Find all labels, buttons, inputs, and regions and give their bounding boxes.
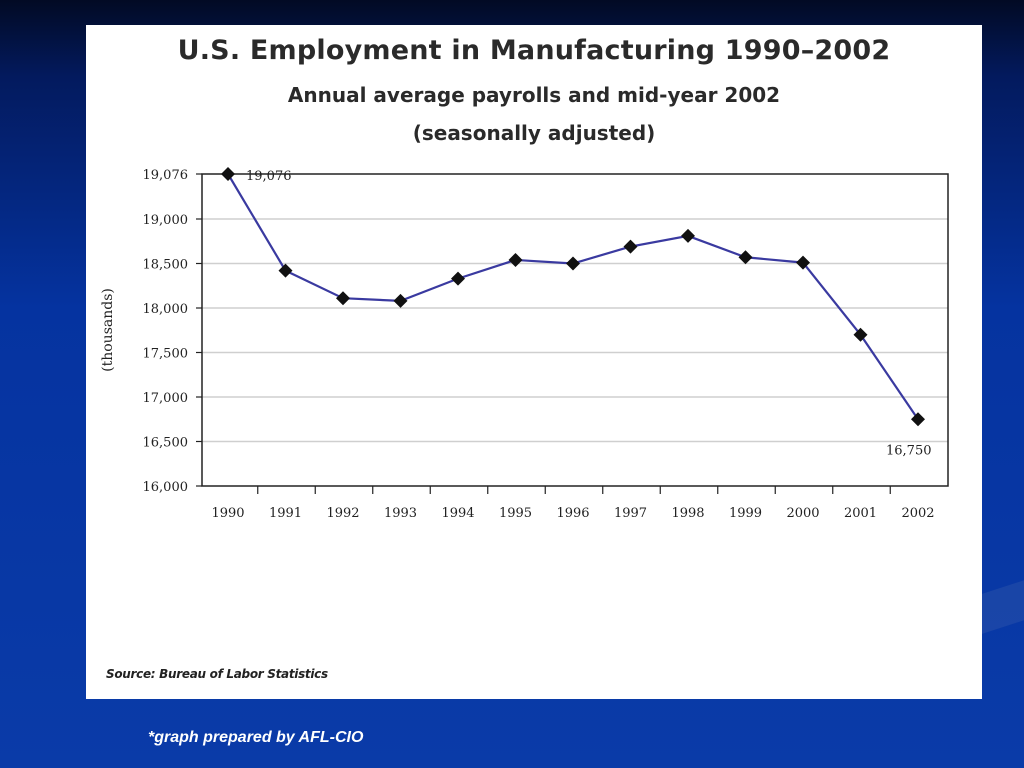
chart-card: U.S. Employment in Manufacturing 1990–20… — [86, 25, 982, 699]
x-tick-label: 1999 — [729, 506, 762, 521]
data-point — [278, 263, 293, 278]
data-point — [221, 167, 235, 181]
x-tick-label: 1994 — [441, 506, 474, 521]
data-point — [853, 327, 868, 342]
x-tick-label: 1991 — [269, 506, 302, 521]
data-point — [566, 256, 580, 271]
chart-subtitle: Annual average payrolls and mid-year 200… — [287, 83, 781, 107]
data-point — [508, 252, 523, 267]
data-point — [451, 271, 465, 286]
chart-title: U.S. Employment in Manufacturing 1990–20… — [177, 35, 891, 66]
data-point — [681, 228, 695, 243]
data-point — [393, 293, 408, 308]
line-chart: 16,000 16,500 17,000 17,500 18,000 18,500 19,0… — [100, 167, 949, 521]
y-tick-label: 16,500 — [143, 436, 189, 451]
y-tick-label: 17,500 — [143, 347, 189, 362]
x-tick-label: 2002 — [901, 506, 934, 521]
y-tick-label: 18,500 — [143, 258, 189, 273]
x-tick-label: 1995 — [499, 506, 532, 521]
x-tick-label: 1997 — [614, 506, 647, 521]
y-tick-label: 18,000 — [143, 302, 189, 317]
data-label: 16,750 — [886, 443, 932, 458]
x-tick-label: 2000 — [786, 506, 819, 521]
x-tick-label: 1996 — [556, 506, 589, 521]
y-axis-label: (thousands) — [100, 288, 116, 372]
plot-frame — [201, 173, 949, 487]
source-note: Source: Bureau of Labor Statistics — [106, 667, 328, 681]
x-tick-label: 1990 — [211, 506, 244, 521]
x-tick-label: 1992 — [326, 506, 359, 521]
series-line — [227, 173, 919, 420]
x-tick-label: 2001 — [844, 506, 877, 521]
x-tick-label: 1998 — [671, 506, 704, 521]
y-tick-label: 16,000 — [143, 480, 189, 495]
chart-subtitle-note: (seasonally adjusted) — [412, 121, 656, 145]
x-tick-label: 1993 — [384, 506, 417, 521]
y-tick-label: 19,076 — [143, 168, 189, 183]
data-label: 19,076 — [246, 169, 292, 184]
y-tick-label: 19,000 — [143, 213, 189, 228]
data-point — [623, 239, 638, 254]
data-point — [738, 250, 753, 265]
data-point — [336, 291, 350, 306]
y-tick-label: 17,000 — [143, 391, 189, 406]
data-point — [911, 412, 925, 427]
footnote: *graph prepared by AFL-CIO — [148, 729, 364, 746]
